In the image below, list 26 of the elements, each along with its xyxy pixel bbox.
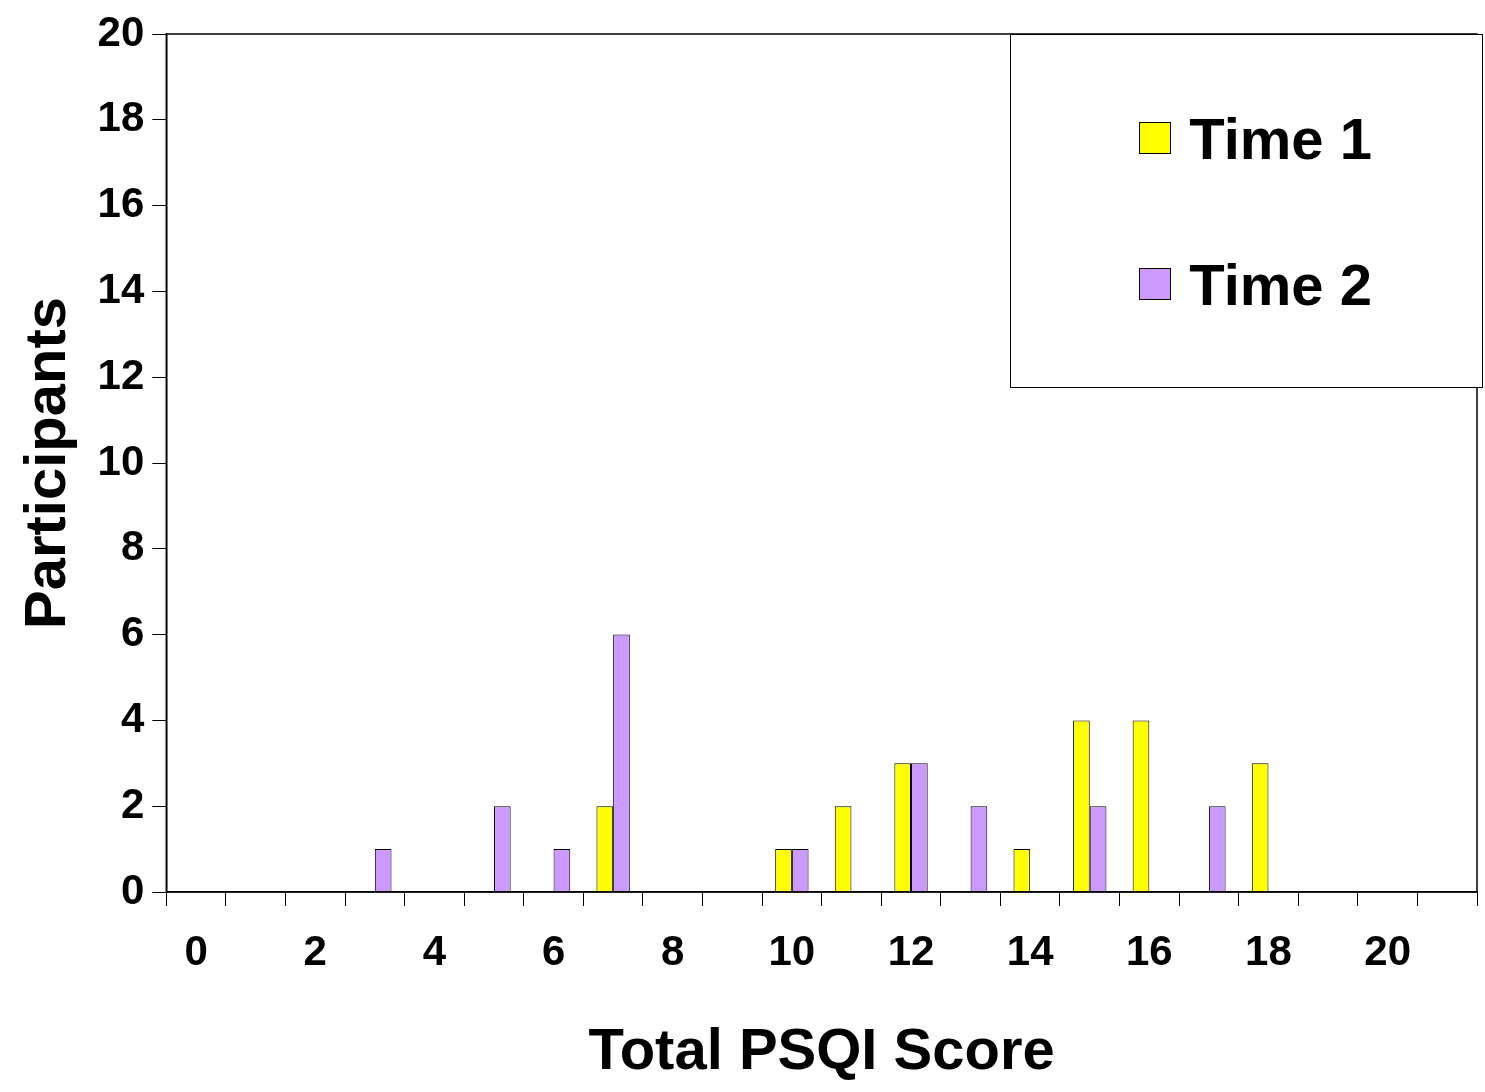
x-tick-label: 18 (1245, 926, 1292, 974)
y-tick-label: 4 (120, 693, 145, 741)
x-tick-label: 8 (661, 926, 685, 974)
y-tick-label: 16 (97, 179, 145, 227)
y-tick-label: 14 (97, 264, 145, 312)
y-tick-label: 12 (97, 350, 145, 398)
x-tick-label: 12 (887, 926, 935, 974)
legend-label: Time 2 (1189, 250, 1372, 318)
x-tick-label: 14 (1006, 926, 1055, 974)
y-tick-label: 2 (120, 779, 145, 827)
x-tick-label: 6 (541, 926, 566, 974)
x-tick-label: 0 (184, 926, 208, 974)
x-tick-label: 20 (1364, 926, 1411, 974)
y-tick-label: 18 (97, 93, 145, 141)
legend-label: Time 1 (1189, 104, 1372, 172)
x-tick-label: 10 (768, 926, 816, 974)
y-axis-title: Participants (11, 297, 77, 629)
x-axis-title: Total PSQI Score (588, 1016, 1055, 1082)
y-tick-label: 6 (120, 608, 145, 656)
y-tick-label: 20 (97, 7, 145, 55)
y-tick-label: 10 (97, 436, 145, 484)
x-tick-label: 2 (303, 926, 327, 974)
x-tick-label: 16 (1125, 926, 1173, 974)
y-tick-label: 0 (120, 865, 145, 913)
x-tick-label: 4 (422, 926, 447, 974)
y-tick-label: 8 (120, 522, 145, 570)
